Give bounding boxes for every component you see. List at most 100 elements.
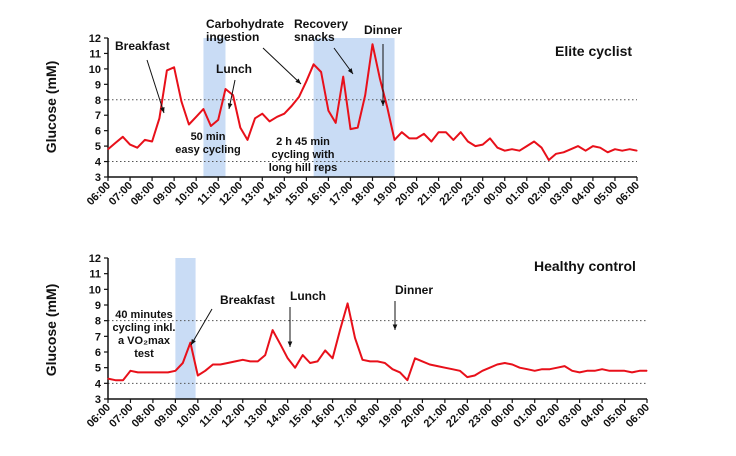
data-point [294, 367, 296, 369]
data-point [444, 367, 446, 369]
data-point [188, 123, 190, 126]
x-tick-label: 04:00 [570, 180, 598, 208]
data-point [436, 365, 439, 367]
y-tick-label: 5 [95, 363, 101, 375]
annotation-label: test [134, 348, 154, 360]
data-point [129, 370, 132, 372]
data-point [482, 143, 484, 146]
x-tick-label: 15:00 [283, 180, 311, 208]
data-point [287, 357, 289, 359]
x-tick-label: 12:00 [217, 180, 245, 208]
data-point [393, 139, 396, 141]
data-point [354, 337, 356, 339]
data-point [316, 360, 319, 362]
data-point [173, 66, 175, 68]
x-tick-label: 20:00 [399, 402, 427, 430]
y-tick-label: 12 [89, 33, 101, 45]
data-point [599, 147, 601, 149]
annotation-label: Dinner [364, 23, 402, 37]
data-point [302, 354, 304, 356]
data-point [272, 329, 274, 331]
data-point [636, 150, 638, 152]
data-point [408, 137, 410, 139]
y-tick-label: 10 [89, 284, 101, 296]
x-tick-label: 11:00 [195, 180, 223, 208]
data-point [261, 113, 263, 115]
annotation-label: Dinner [395, 283, 433, 297]
data-point [182, 362, 184, 364]
data-point [519, 367, 521, 369]
data-point [607, 151, 609, 153]
data-point [563, 365, 566, 367]
data-point [364, 94, 366, 96]
annotation-arrow [262, 47, 302, 85]
data-point [592, 145, 594, 147]
data-point [107, 148, 109, 150]
x-tick-label: 22:00 [444, 402, 472, 430]
data-point [331, 357, 334, 359]
x-tick-label: 23:00 [467, 402, 495, 430]
data-point [254, 117, 256, 119]
data-point [496, 363, 498, 366]
y-tick-label: 12 [89, 253, 101, 265]
data-point [320, 71, 322, 73]
y-tick-label: 4 [95, 157, 102, 169]
data-point [195, 116, 197, 118]
data-point [129, 143, 131, 146]
data-point [212, 363, 214, 366]
data-point [361, 359, 364, 361]
annotation-arrowhead [160, 107, 165, 113]
x-tick-label: 08:00 [130, 402, 158, 430]
data-point [526, 145, 528, 147]
annotation-label: easy cycling [175, 144, 240, 156]
x-tick-label: 01:00 [511, 402, 539, 430]
data-point [283, 113, 285, 115]
annotation-arrowhead [191, 339, 196, 345]
data-point [391, 368, 394, 370]
annotation-arrowhead [227, 103, 233, 109]
data-point [533, 140, 535, 143]
x-tick-label: 04:00 [579, 402, 607, 430]
y-axis-label: Glucose (mM) [43, 284, 59, 377]
exercise-band [203, 38, 226, 177]
data-point [371, 43, 374, 45]
data-point [180, 100, 182, 102]
x-tick-label: 19:00 [377, 402, 405, 430]
data-point [268, 120, 271, 122]
x-tick-label: 10:00 [173, 180, 201, 208]
data-point [549, 368, 551, 370]
annotation-label: 50 min [191, 131, 226, 143]
data-point [555, 153, 557, 155]
y-tick-label: 11 [89, 269, 101, 281]
x-tick-label: 21:00 [415, 180, 443, 208]
data-point [459, 370, 461, 372]
data-point [202, 108, 205, 110]
data-point [401, 131, 403, 133]
annotation-label: long hill reps [269, 162, 337, 174]
y-tick-label: 7 [95, 331, 101, 343]
data-point [414, 357, 416, 359]
data-point [466, 376, 468, 378]
data-point [219, 363, 221, 366]
data-point [227, 362, 229, 364]
data-point [144, 371, 147, 373]
annotation-label: 40 minutes [115, 309, 172, 321]
data-point [137, 371, 139, 373]
x-tick-label: 03:00 [556, 402, 584, 430]
annotation-label: 2 h 45 min [276, 136, 330, 148]
y-axis-label: Glucose (mM) [43, 61, 59, 154]
data-point [556, 367, 558, 369]
data-point [445, 131, 447, 133]
data-point [429, 363, 431, 366]
data-point [504, 150, 506, 152]
annotation-label: Lunch [290, 289, 326, 303]
panel-title: Elite cyclist [555, 43, 632, 59]
annotation-arrowhead [347, 68, 353, 74]
data-point [246, 139, 249, 141]
x-tick-label: 01:00 [504, 180, 532, 208]
data-point [631, 371, 633, 373]
data-point [646, 370, 648, 372]
data-point [579, 371, 581, 373]
data-point [158, 117, 160, 119]
data-point [585, 150, 587, 152]
